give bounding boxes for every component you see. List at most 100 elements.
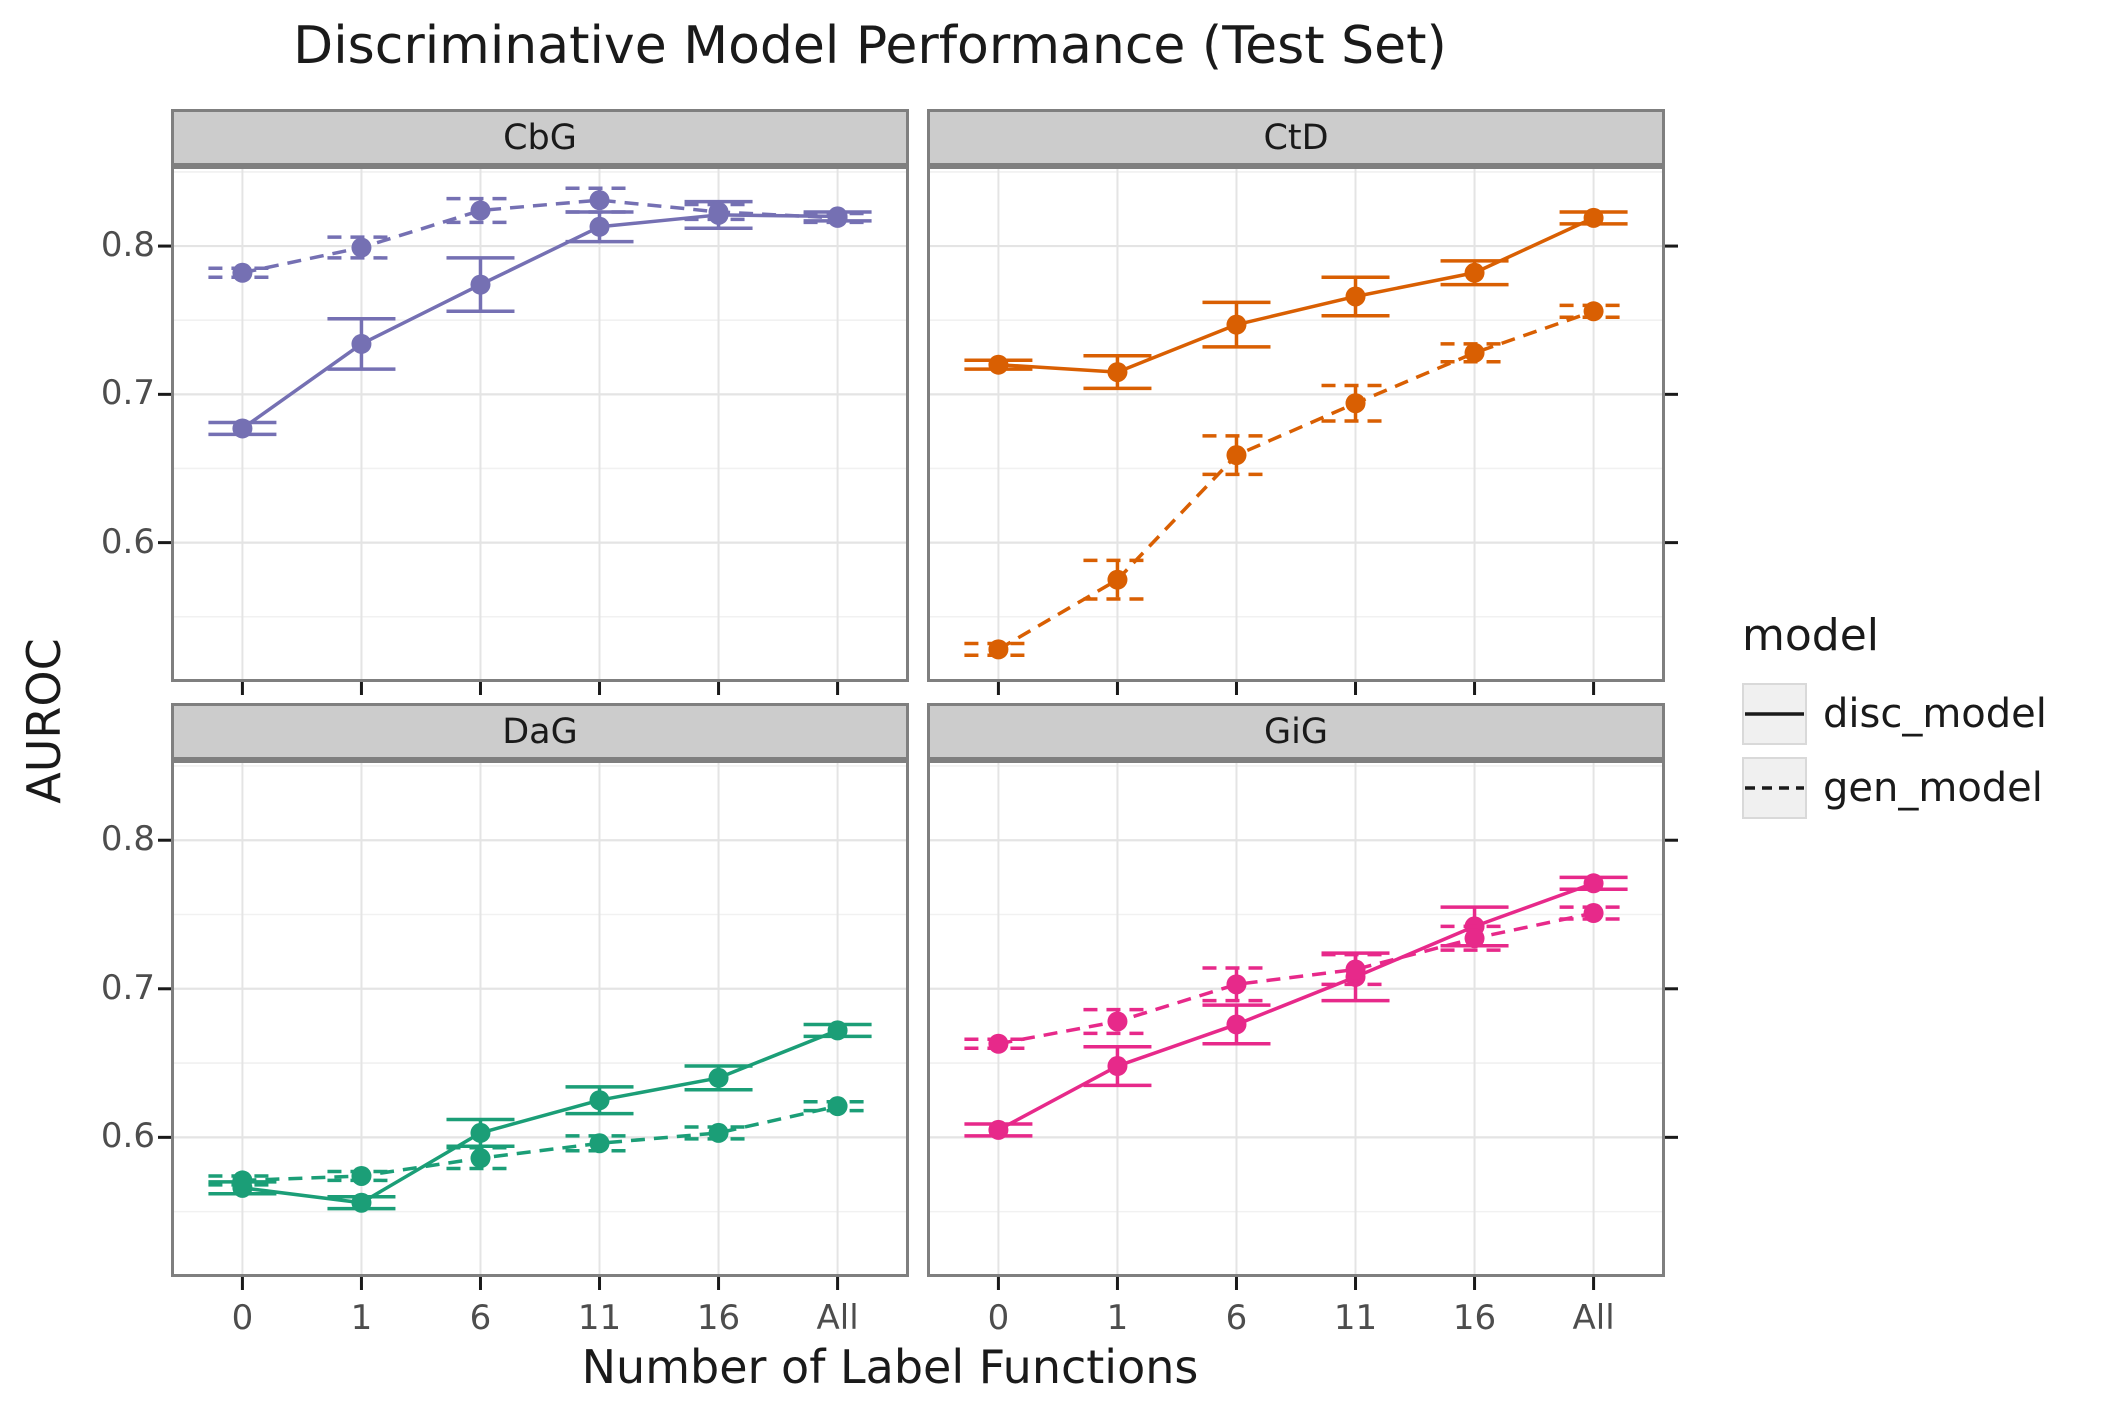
x-tick-label: All	[816, 1298, 859, 1338]
series-gen_model	[964, 301, 1628, 660]
facet-panel-cbg	[158, 166, 909, 695]
data-point	[1583, 207, 1604, 228]
data-point	[988, 639, 1009, 660]
data-point	[708, 1122, 729, 1143]
dashed-line-icon	[1745, 786, 1804, 790]
facet-panel-ctd	[927, 166, 1678, 695]
x-axis-title: Number of Label Functions	[581, 1340, 1199, 1394]
data-point	[827, 1020, 848, 1041]
data-point	[1583, 873, 1604, 894]
facet-strip-label: GiG	[1264, 711, 1328, 752]
data-point	[1107, 1056, 1128, 1077]
x-tick-label: 16	[1452, 1298, 1497, 1338]
data-point	[232, 418, 253, 439]
facet-panel-gig	[927, 760, 1678, 1290]
legend-title: model	[1742, 610, 1880, 661]
facet-strip-ctd: CtD	[927, 109, 1665, 166]
data-point	[1107, 569, 1128, 590]
data-point	[351, 237, 372, 258]
data-point	[232, 262, 253, 283]
data-point	[1345, 393, 1366, 414]
legend-entry-label: gen_model	[1823, 765, 2043, 811]
series-line	[998, 911, 1594, 1046]
data-point	[232, 1170, 253, 1191]
data-point	[470, 1148, 491, 1169]
data-point	[351, 1192, 372, 1213]
data-point	[1107, 362, 1128, 383]
data-point	[1464, 262, 1485, 283]
y-tick-label: 0.6	[100, 521, 155, 562]
y-axis-title: AUROC	[17, 638, 71, 804]
data-point	[1583, 301, 1604, 322]
data-point	[470, 274, 491, 295]
panel-border	[171, 760, 909, 1277]
facet-plot-area	[927, 760, 1678, 1290]
legend-entry-label: disc_model	[1823, 691, 2047, 737]
data-point	[827, 1096, 848, 1117]
data-point	[827, 207, 848, 228]
y-tick-label: 0.7	[100, 967, 155, 1008]
data-point	[1583, 903, 1604, 924]
series-gen_model	[208, 186, 872, 283]
legend-entry-disc-model: disc_model	[1742, 683, 2082, 745]
series-disc_model	[208, 1020, 872, 1213]
data-point	[1226, 1014, 1247, 1035]
y-tick-label: 0.8	[100, 819, 155, 860]
x-tick-label: All	[1572, 1298, 1615, 1338]
data-point	[1464, 928, 1485, 949]
data-point	[470, 200, 491, 221]
x-tick-label: 0	[231, 1298, 254, 1338]
facet-strip-gig: GiG	[927, 703, 1665, 760]
series-disc_model	[964, 873, 1628, 1140]
panel-border	[927, 166, 1665, 682]
data-point	[988, 1033, 1009, 1054]
data-point	[708, 1067, 729, 1088]
series-disc_model	[964, 207, 1628, 391]
series-line	[242, 1028, 839, 1205]
series-line	[997, 309, 1595, 651]
data-point	[589, 216, 610, 237]
series-gen_model	[208, 1096, 872, 1191]
y-tick-label: 0.8	[100, 225, 155, 266]
data-point	[470, 1122, 491, 1143]
data-point	[1226, 314, 1247, 335]
data-point	[1107, 1011, 1128, 1032]
series-line	[997, 881, 1595, 1132]
data-point	[1226, 445, 1247, 466]
x-tick-label: 0	[987, 1298, 1010, 1338]
legend: model disc_model gen_model	[1742, 610, 2082, 831]
data-point	[988, 1119, 1009, 1140]
y-tick-label: 0.7	[100, 373, 155, 414]
data-point	[589, 190, 610, 211]
panel-border	[927, 760, 1665, 1277]
data-point	[1345, 959, 1366, 980]
y-tick-label: 0.6	[100, 1116, 155, 1157]
data-point	[1345, 286, 1366, 307]
panel-border	[171, 166, 909, 682]
x-tick-label: 1	[350, 1298, 373, 1338]
x-tick-label: 1	[1106, 1298, 1129, 1338]
data-point	[1226, 974, 1247, 995]
solid-line-icon	[1745, 712, 1804, 716]
facet-strip-dag: DaG	[171, 703, 909, 760]
chart-title: Discriminative Model Performance (Test S…	[293, 16, 1447, 76]
x-tick-label: 6	[1225, 1298, 1248, 1338]
facet-strip-label: CbG	[503, 117, 577, 158]
facet-panel-dag	[158, 760, 909, 1290]
data-point	[1464, 342, 1485, 363]
facet-strip-label: DaG	[502, 711, 578, 752]
facet-strip-cbg: CbG	[171, 109, 909, 166]
x-tick-label: 16	[696, 1298, 741, 1338]
x-tick-label: 11	[1333, 1298, 1378, 1338]
data-point	[708, 201, 729, 222]
facet-plot-area	[158, 166, 909, 695]
data-point	[351, 333, 372, 354]
legend-key-box	[1742, 757, 1807, 819]
facet-plot-area	[158, 760, 909, 1290]
series-line	[241, 213, 838, 430]
series-line	[998, 216, 1595, 374]
x-tick-label: 6	[469, 1298, 492, 1338]
legend-entry-gen-model: gen_model	[1742, 757, 2082, 819]
data-point	[988, 354, 1009, 375]
